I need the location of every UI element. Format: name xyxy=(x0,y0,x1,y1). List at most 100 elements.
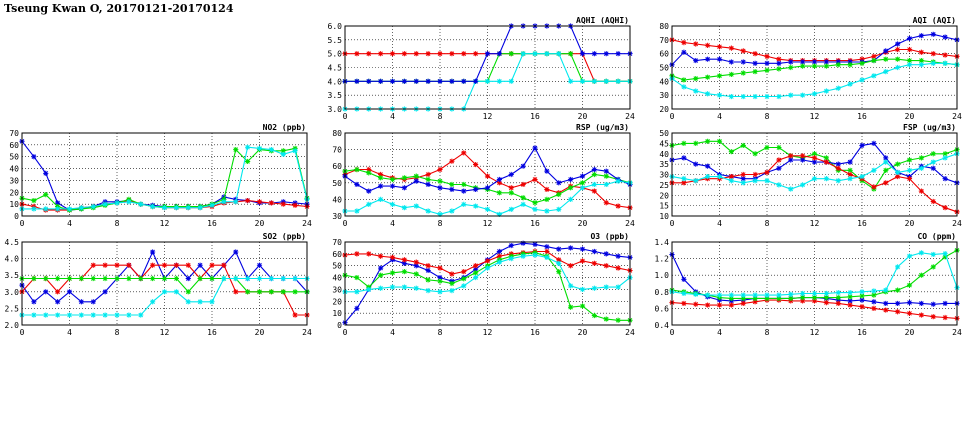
data-point xyxy=(918,272,924,278)
data-point xyxy=(895,309,901,315)
data-point xyxy=(847,298,853,304)
data-point xyxy=(705,173,711,180)
y-tick-label: 3.5 xyxy=(328,91,343,100)
data-point xyxy=(895,169,901,176)
y-tick-label: 0.6 xyxy=(655,304,670,313)
data-point xyxy=(366,286,372,293)
y-tick-label: 40 xyxy=(659,150,669,159)
y-tick-label: 10 xyxy=(9,200,19,209)
data-point xyxy=(603,284,609,290)
data-point xyxy=(942,34,948,40)
x-tick-label: 12 xyxy=(810,219,820,228)
data-point xyxy=(378,265,384,271)
data-point xyxy=(942,314,948,321)
data-point xyxy=(764,144,770,151)
data-point xyxy=(740,300,746,307)
x-tick-label: 24 xyxy=(625,328,635,337)
data-point xyxy=(681,155,687,161)
y-tick-label: 2.0 xyxy=(5,321,20,330)
data-point xyxy=(280,289,286,295)
data-point xyxy=(764,169,770,176)
data-point xyxy=(930,251,936,258)
data-point xyxy=(752,171,758,178)
y-tick-label: 20 xyxy=(659,191,669,200)
data-point xyxy=(90,275,96,282)
data-point xyxy=(484,185,491,191)
data-point xyxy=(508,242,514,249)
data-point xyxy=(859,173,865,180)
data-point xyxy=(764,178,770,184)
data-point xyxy=(930,264,936,270)
data-point xyxy=(31,299,37,305)
data-point xyxy=(716,302,723,308)
data-point xyxy=(484,173,491,179)
data-point xyxy=(906,57,913,64)
data-point xyxy=(90,262,96,268)
data-point xyxy=(716,44,723,50)
data-point xyxy=(883,48,889,54)
data-point xyxy=(484,51,491,57)
data-point xyxy=(752,93,758,100)
data-point xyxy=(556,257,562,263)
data-point xyxy=(401,51,407,57)
x-tick-label: 24 xyxy=(625,112,635,121)
data-point xyxy=(256,199,263,205)
data-point xyxy=(496,248,502,255)
data-point xyxy=(378,285,384,291)
data-point xyxy=(413,51,419,57)
data-point xyxy=(520,195,526,201)
data-point xyxy=(78,205,84,211)
data-point xyxy=(579,78,586,84)
data-point xyxy=(292,289,298,295)
y-tick-label: 20 xyxy=(9,188,19,197)
x-tick-label: 20 xyxy=(255,328,265,337)
chart-o3: 0 10 20 30 40 50 60 70 0 4 8 12 16 20 24 O3 (ppb) xyxy=(332,232,635,337)
data-point xyxy=(233,199,239,205)
data-point xyxy=(788,92,794,98)
data-point xyxy=(31,154,37,160)
plot-frame xyxy=(344,132,631,217)
plot-frame xyxy=(21,132,308,217)
data-point xyxy=(591,260,597,266)
data-point xyxy=(90,312,96,318)
data-point xyxy=(556,191,562,198)
data-point xyxy=(473,274,479,281)
data-point xyxy=(209,275,215,282)
data-point xyxy=(413,78,419,84)
x-tick-label: 16 xyxy=(857,219,867,228)
data-point xyxy=(918,49,924,55)
data-point xyxy=(930,151,936,157)
data-point xyxy=(705,302,711,308)
data-point xyxy=(728,59,734,65)
data-point xyxy=(31,312,37,318)
data-point xyxy=(591,51,597,57)
x-tick-label: 4 xyxy=(390,328,395,337)
data-point xyxy=(401,205,407,211)
data-point xyxy=(161,289,168,295)
data-point xyxy=(556,260,562,266)
data-point xyxy=(906,157,913,163)
y-tick-label: 60 xyxy=(659,50,669,59)
data-point xyxy=(437,211,443,217)
data-point xyxy=(568,78,574,84)
x-tick-label: 0 xyxy=(343,328,348,337)
data-point xyxy=(568,51,574,57)
data-point xyxy=(90,203,96,210)
data-point xyxy=(776,295,782,302)
data-point xyxy=(461,269,467,275)
data-point xyxy=(389,284,396,290)
data-point xyxy=(716,173,723,180)
data-point xyxy=(728,149,734,155)
data-point xyxy=(544,51,550,57)
data-point xyxy=(378,171,384,178)
y-tick-label: 40 xyxy=(9,165,19,174)
chart-title: SO2 (ppb) xyxy=(263,232,306,241)
data-point xyxy=(532,252,538,258)
data-point xyxy=(150,262,156,268)
data-point xyxy=(788,157,794,163)
data-point xyxy=(615,203,621,209)
y-tick-label: 0 xyxy=(14,212,19,221)
data-point xyxy=(449,78,455,84)
data-point xyxy=(942,254,948,260)
data-point xyxy=(752,295,758,302)
